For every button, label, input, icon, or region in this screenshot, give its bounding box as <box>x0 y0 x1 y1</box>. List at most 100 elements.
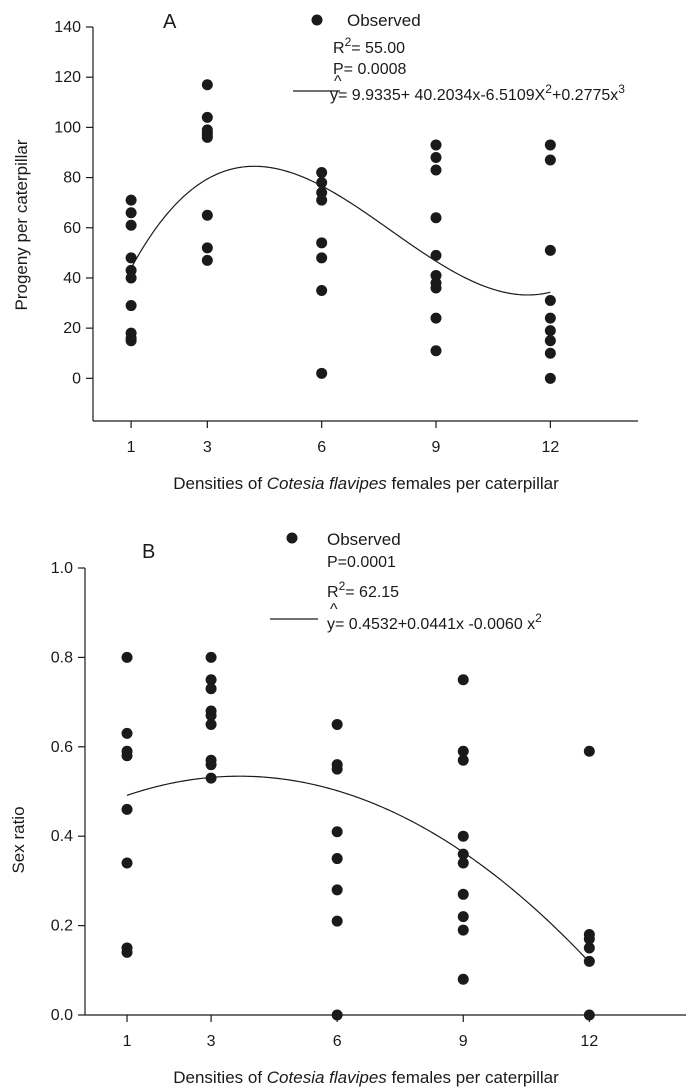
observed-point <box>583 1009 595 1021</box>
x-tick-label: 6 <box>333 1033 342 1050</box>
panel-b-y-hat-symbol: ^ <box>330 601 338 618</box>
observed-point <box>544 139 556 151</box>
observed-point <box>125 207 137 219</box>
observed-point <box>457 911 469 923</box>
observed-point <box>457 674 469 686</box>
panel-a-x-ticks: 1 3 6 9 12 <box>127 421 559 456</box>
observed-point <box>205 710 217 722</box>
panel-a-fitted-curve <box>130 165 551 296</box>
observed-point <box>201 131 213 143</box>
observed-point <box>430 164 442 176</box>
panel-a-legend-observed-label: Observed <box>347 11 421 30</box>
y-tick-label: 0.8 <box>51 649 73 666</box>
panel-b-letter: B <box>142 541 155 563</box>
x-tick-label: 1 <box>123 1033 132 1050</box>
observed-point <box>125 219 137 231</box>
panel-b-x-axis-title: Densities of Cotesia flavipes females pe… <box>173 1068 559 1087</box>
observed-point <box>201 242 213 254</box>
observed-point <box>201 254 213 266</box>
y-tick-label: 60 <box>63 220 81 237</box>
observed-point <box>201 79 213 91</box>
observed-point <box>331 718 343 730</box>
panel-a-legend-observed-marker <box>311 14 323 26</box>
observed-point <box>121 857 133 869</box>
y-tick-label: 1.0 <box>51 560 73 577</box>
y-tick-label: 0.0 <box>51 1007 73 1024</box>
panel-a-observed-points <box>125 79 556 384</box>
observed-point <box>331 915 343 927</box>
panel-b-sex-ratio-chart: B Observed P=0.0001 R2= 62.15 ^ y= 0.453… <box>9 530 686 1087</box>
observed-point <box>205 674 217 686</box>
panel-a-y-axis-title: Progeny per caterpillar <box>12 139 31 310</box>
observed-point <box>121 803 133 815</box>
x-tick-label: 9 <box>459 1033 468 1050</box>
observed-point <box>316 285 328 297</box>
observed-point <box>430 212 442 224</box>
panel-b-y-axis-title: Sex ratio <box>9 806 28 873</box>
observed-point <box>583 955 595 967</box>
y-tick-label: 140 <box>54 19 81 36</box>
observed-point <box>583 745 595 757</box>
observed-point <box>125 252 137 264</box>
observed-point <box>125 300 137 312</box>
observed-point <box>331 884 343 896</box>
observed-point <box>316 167 328 179</box>
panel-b-legend: Observed P=0.0001 R2= 62.15 ^ y= 0.4532+… <box>270 530 542 633</box>
observed-point <box>544 312 556 324</box>
observed-point <box>544 325 556 337</box>
observed-point <box>125 264 137 276</box>
observed-point <box>457 745 469 757</box>
observed-point <box>316 252 328 264</box>
x-tick-label: 3 <box>203 439 212 456</box>
observed-point <box>544 372 556 384</box>
observed-point <box>316 187 328 199</box>
observed-point <box>201 209 213 221</box>
panel-b-observed-points <box>121 651 595 1021</box>
observed-point <box>121 727 133 739</box>
observed-point <box>544 154 556 166</box>
x-tick-label: 6 <box>317 439 326 456</box>
observed-point <box>121 750 133 762</box>
y-tick-label: 0 <box>72 370 81 387</box>
panel-b-legend-observed-marker <box>286 532 298 544</box>
observed-point <box>205 718 217 730</box>
y-tick-label: 100 <box>54 119 81 136</box>
observed-point <box>125 272 137 284</box>
observed-point <box>430 345 442 357</box>
observed-point <box>430 282 442 294</box>
x-tick-label: 1 <box>127 439 136 456</box>
x-tick-label: 12 <box>580 1033 598 1050</box>
y-tick-label: 80 <box>63 170 81 187</box>
panel-a-y-ticks: 0 20 40 60 80 100 120 140 <box>54 19 93 387</box>
observed-point <box>121 946 133 958</box>
panel-a-letter: A <box>163 11 177 33</box>
observed-point <box>316 194 328 206</box>
observed-point <box>457 973 469 985</box>
observed-point <box>457 857 469 869</box>
observed-point <box>316 177 328 189</box>
panel-b-y-ticks: 0.0 0.2 0.4 0.6 0.8 1.0 <box>51 560 85 1024</box>
observed-point <box>544 244 556 256</box>
observed-point <box>316 237 328 249</box>
y-tick-label: 0.2 <box>51 918 73 935</box>
observed-point <box>125 194 137 206</box>
observed-point <box>457 924 469 936</box>
observed-point <box>457 754 469 766</box>
observed-point <box>331 1009 343 1021</box>
panel-b-p-value: P=0.0001 <box>327 554 396 571</box>
observed-point <box>430 151 442 163</box>
panel-b-r-squared: R2= 62.15 <box>327 579 399 601</box>
observed-point <box>457 830 469 842</box>
panel-b-fitted-curve <box>126 775 590 963</box>
y-tick-label: 120 <box>54 69 81 86</box>
panel-a-regression-equation: y= 9.9335+ 40.2034x-6.5109X2+0.2775x3 <box>330 82 625 104</box>
observed-point <box>430 139 442 151</box>
y-tick-label: 40 <box>63 270 81 287</box>
x-tick-label: 9 <box>432 439 441 456</box>
x-tick-label: 12 <box>541 439 559 456</box>
observed-point <box>430 249 442 261</box>
observed-point <box>331 853 343 865</box>
panel-a-x-axis-title: Densities of Cotesia flavipes females pe… <box>173 474 559 493</box>
observed-point <box>457 848 469 860</box>
